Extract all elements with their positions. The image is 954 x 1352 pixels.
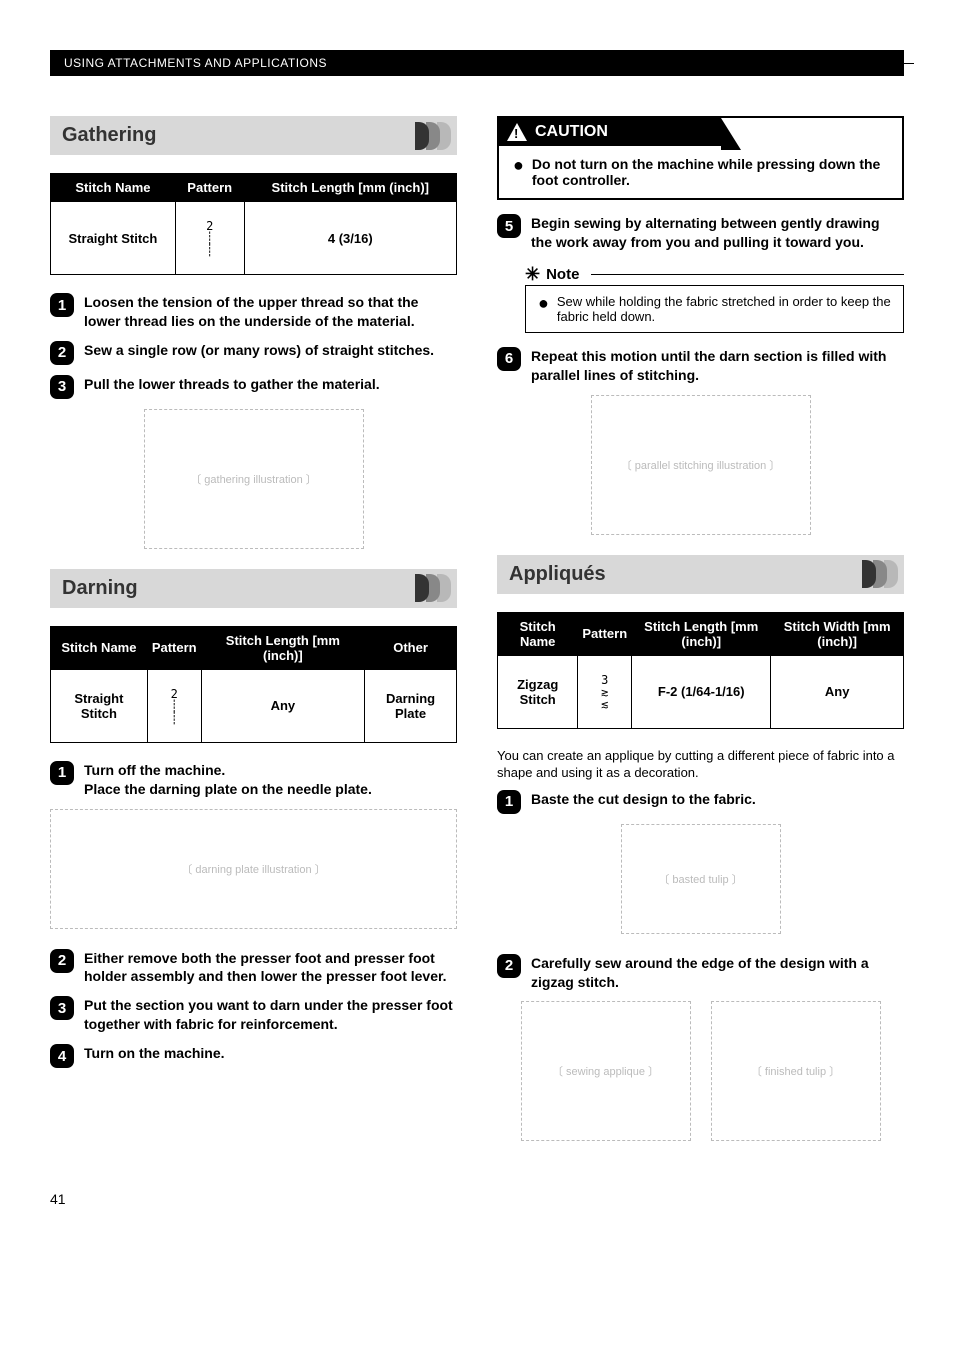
step: 5 Begin sewing by alternating between ge…: [497, 214, 904, 252]
step-number-icon: 1: [497, 790, 521, 814]
cell-length: 4 (3/16): [244, 202, 456, 275]
th: Stitch Length [mm (inch)]: [632, 612, 771, 655]
th: Stitch Width [mm (inch)]: [771, 612, 904, 655]
table-row: Straight Stitch 2┊┊ Any Darning Plate: [51, 669, 457, 742]
section-title-text: Appliqués: [509, 563, 606, 585]
cell-other: Darning Plate: [365, 669, 457, 742]
caution-label: CAUTION: [535, 123, 608, 141]
section-title-appliques: Appliqués: [497, 555, 904, 594]
step-number-icon: 2: [50, 341, 74, 365]
cell-length: F-2 (1/64-1/16): [632, 655, 771, 728]
step: 2 Sew a single row (or many rows) of str…: [50, 341, 457, 365]
section-title-text: Darning: [62, 577, 138, 599]
two-column-layout: Gathering Stitch Name Pattern Stitch Len…: [50, 116, 904, 1161]
illustration-row: 〔 sewing applique 〕 〔 finished tulip 〕: [497, 1001, 904, 1141]
step-number-icon: 2: [497, 954, 521, 978]
step: 1 Turn off the machine. Place the darnin…: [50, 761, 457, 799]
step: 4 Turn on the machine.: [50, 1044, 457, 1068]
step-text: Repeat this motion until the darn sectio…: [531, 347, 904, 385]
step-number-icon: 5: [497, 214, 521, 238]
bullet-icon: ●: [513, 156, 524, 188]
step: 6 Repeat this motion until the darn sect…: [497, 347, 904, 385]
step: 2 Either remove both the presser foot an…: [50, 949, 457, 987]
th: Other: [365, 626, 457, 669]
illustration-basted-design: 〔 basted tulip 〕: [621, 824, 781, 934]
cell-name: Straight Stitch: [51, 669, 148, 742]
cell-pattern: 2┊┊: [147, 669, 201, 742]
th: Pattern: [147, 626, 201, 669]
note-icon: ✳: [525, 264, 540, 285]
step-text: Begin sewing by alternating between gent…: [531, 214, 904, 252]
note-header: ✳ Note: [525, 264, 904, 286]
appliques-intro: You can create an applique by cutting a …: [497, 747, 904, 782]
warning-icon: [507, 123, 527, 141]
step-number-icon: 4: [50, 1044, 74, 1068]
decorative-tabs: [418, 574, 451, 602]
note-text: Sew while holding the fabric stretched i…: [557, 294, 891, 324]
step-text: Baste the cut design to the fabric.: [531, 790, 756, 809]
cell-name: Straight Stitch: [51, 202, 176, 275]
th: Stitch Name: [498, 612, 578, 655]
step-text: Carefully sew around the edge of the des…: [531, 954, 904, 992]
step-text: Pull the lower threads to gather the mat…: [84, 375, 380, 394]
cell-pattern: 3≳≲: [578, 655, 632, 728]
step: 1 Baste the cut design to the fabric.: [497, 790, 904, 814]
caution-header: CAUTION: [499, 118, 721, 146]
appliques-table: Stitch Name Pattern Stitch Length [mm (i…: [497, 612, 904, 729]
step: 3 Put the section you want to darn under…: [50, 996, 457, 1034]
illustration-zigzag-sew: 〔 sewing applique 〕: [521, 1001, 691, 1141]
bullet-icon: ●: [538, 294, 549, 324]
step: 3 Pull the lower threads to gather the m…: [50, 375, 457, 399]
caution-box: CAUTION ● Do not turn on the machine whi…: [497, 116, 904, 200]
th-stitch-name: Stitch Name: [51, 174, 176, 202]
decorative-tabs: [418, 122, 451, 150]
note-rule: [591, 274, 904, 275]
gathering-table: Stitch Name Pattern Stitch Length [mm (i…: [50, 173, 457, 275]
section-title-darning: Darning: [50, 569, 457, 608]
illustration-darning-plate: 〔 darning plate illustration 〕: [50, 809, 457, 929]
illustration-darning-lines: 〔 parallel stitching illustration 〕: [591, 395, 811, 535]
cell-width: Any: [771, 655, 904, 728]
left-column: Gathering Stitch Name Pattern Stitch Len…: [50, 116, 457, 1161]
page-number: 41: [50, 1191, 904, 1207]
note-label: Note: [546, 266, 579, 283]
illustration-finished-applique: 〔 finished tulip 〕: [711, 1001, 881, 1141]
step-text: Put the section you want to darn under t…: [84, 996, 457, 1034]
step-number-icon: 1: [50, 293, 74, 317]
step-number-icon: 1: [50, 761, 74, 785]
cell-name: Zigzag Stitch: [498, 655, 578, 728]
chapter-header: USING ATTACHMENTS AND APPLICATIONS: [50, 50, 904, 76]
step-number-icon: 6: [497, 347, 521, 371]
th: Stitch Name: [51, 626, 148, 669]
step-number-icon: 2: [50, 949, 74, 973]
step-text: Turn on the machine.: [84, 1044, 225, 1063]
note-box: ✳ Note ● Sew while holding the fabric st…: [525, 264, 904, 333]
cell-length: Any: [201, 669, 364, 742]
darning-table: Stitch Name Pattern Stitch Length [mm (i…: [50, 626, 457, 743]
step-number-icon: 3: [50, 996, 74, 1020]
step-text: Sew a single row (or many rows) of strai…: [84, 341, 434, 360]
th: Pattern: [578, 612, 632, 655]
decorative-tabs: [865, 560, 898, 588]
step: 1 Loosen the tension of the upper thread…: [50, 293, 457, 331]
step-number-icon: 3: [50, 375, 74, 399]
table-row: Zigzag Stitch 3≳≲ F-2 (1/64-1/16) Any: [498, 655, 904, 728]
illustration-gathering: 〔 gathering illustration 〕: [144, 409, 364, 549]
step-text: Loosen the tension of the upper thread s…: [84, 293, 457, 331]
table-row: Straight Stitch 2┊┊ 4 (3/16): [51, 202, 457, 275]
cell-pattern: 2┊┊: [175, 202, 244, 275]
caution-text: Do not turn on the machine while pressin…: [532, 156, 888, 188]
th-length: Stitch Length [mm (inch)]: [244, 174, 456, 202]
step-text: Turn off the machine. Place the darning …: [84, 761, 372, 799]
caution-body: ● Do not turn on the machine while press…: [499, 146, 902, 198]
th-pattern: Pattern: [175, 174, 244, 202]
right-column: CAUTION ● Do not turn on the machine whi…: [497, 116, 904, 1161]
section-title-text: Gathering: [62, 124, 156, 146]
note-body: ● Sew while holding the fabric stretched…: [525, 286, 904, 333]
section-title-gathering: Gathering: [50, 116, 457, 155]
step: 2 Carefully sew around the edge of the d…: [497, 954, 904, 992]
th: Stitch Length [mm (inch)]: [201, 626, 364, 669]
step-text: Either remove both the presser foot and …: [84, 949, 457, 987]
